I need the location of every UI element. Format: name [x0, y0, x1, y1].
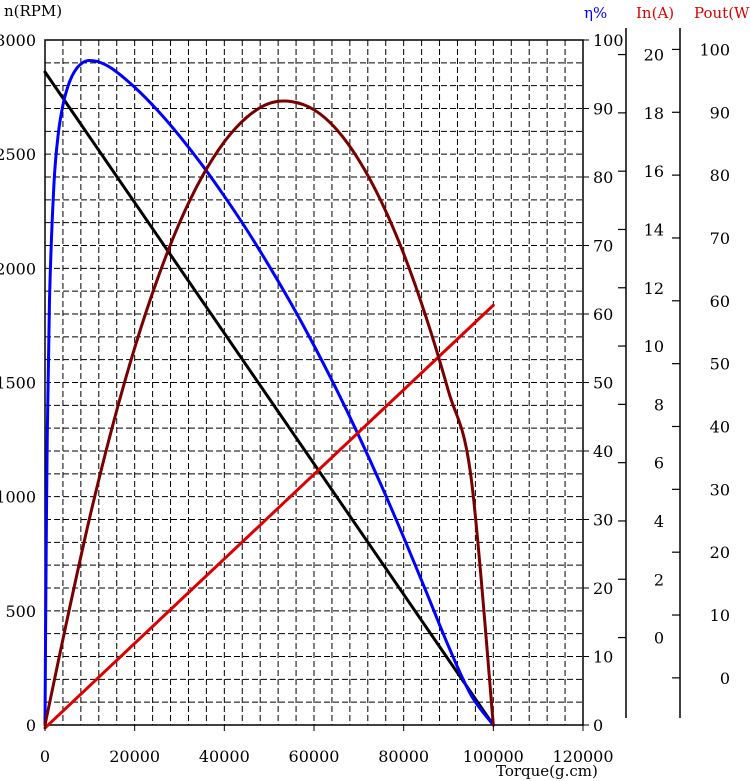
power-tick-label: 40 — [710, 417, 730, 436]
power-axis-label: Pout(W) — [694, 4, 750, 22]
efficiency-axis-label: η% — [584, 4, 607, 22]
power-tick-label: 20 — [710, 543, 730, 562]
current-tick-label: 12 — [644, 279, 664, 298]
current-tick-label: 10 — [644, 337, 664, 356]
rpm-tick-label: 1000 — [0, 488, 36, 507]
current-tick-label: 2 — [654, 570, 664, 589]
efficiency-tick-label: 90 — [593, 100, 613, 119]
rpm-tick-label: 3000 — [0, 31, 36, 50]
efficiency-tick-label: 20 — [593, 579, 613, 598]
efficiency-tick-label: 70 — [593, 237, 613, 256]
current-tick-label: 0 — [654, 629, 664, 648]
current-tick-label: 14 — [644, 220, 664, 239]
power-tick-label: 0 — [720, 669, 730, 688]
efficiency-tick-label: 30 — [593, 511, 613, 530]
speed-curve — [43, 70, 495, 727]
power-tick-label: 100 — [699, 40, 730, 59]
x-tick-label: 40000 — [199, 747, 250, 766]
efficiency-tick-label: 10 — [593, 648, 613, 667]
current-tick-label: 6 — [654, 454, 664, 473]
x-tick-label: 120000 — [552, 747, 613, 766]
efficiency-curve — [43, 59, 495, 727]
rpm-tick-label: 2500 — [0, 145, 36, 164]
rpm-tick-label: 2000 — [0, 259, 36, 278]
current-tick-label: 8 — [654, 395, 664, 414]
power-tick-label: 80 — [710, 166, 730, 185]
x-tick-label: 60000 — [289, 747, 340, 766]
rpm-tick-label: 1500 — [0, 374, 36, 393]
x-tick-label: 80000 — [378, 747, 429, 766]
power-tick-label: 50 — [710, 355, 730, 374]
x-axis-label: Torque(g.cm) — [496, 762, 598, 780]
rpm-axis-label: n(RPM) — [4, 2, 62, 20]
x-tick-label: 0 — [40, 747, 50, 766]
rpm-tick-label: 0 — [26, 716, 36, 735]
current-tick-label: 20 — [644, 46, 664, 65]
power-tick-label: 70 — [710, 229, 730, 248]
power-curve — [43, 99, 495, 727]
axes-group: 0 20000 40000 60000 80000 100000 1200000500100… — [0, 28, 730, 766]
efficiency-tick-label: 60 — [593, 305, 613, 324]
current-tick-label: 18 — [644, 104, 664, 123]
efficiency-tick-label: 80 — [593, 168, 613, 187]
power-tick-label: 90 — [710, 103, 730, 122]
power-tick-label: 30 — [710, 480, 730, 499]
rpm-tick-label: 500 — [5, 602, 36, 621]
efficiency-tick-label: 50 — [593, 374, 613, 393]
efficiency-tick-label: 40 — [593, 442, 613, 461]
x-tick-label: 20000 — [109, 747, 160, 766]
efficiency-tick-label: 100 — [593, 31, 624, 50]
x-tick-label: 100000 — [463, 747, 524, 766]
current-tick-label: 4 — [654, 512, 664, 531]
current-tick-label: 16 — [644, 162, 664, 181]
efficiency-tick-label: 0 — [593, 716, 603, 735]
current-curve — [43, 303, 495, 730]
current-axis-label: In(A) — [636, 4, 674, 22]
power-tick-label: 60 — [710, 292, 730, 311]
power-tick-label: 10 — [710, 606, 730, 625]
plot-series — [43, 59, 495, 730]
